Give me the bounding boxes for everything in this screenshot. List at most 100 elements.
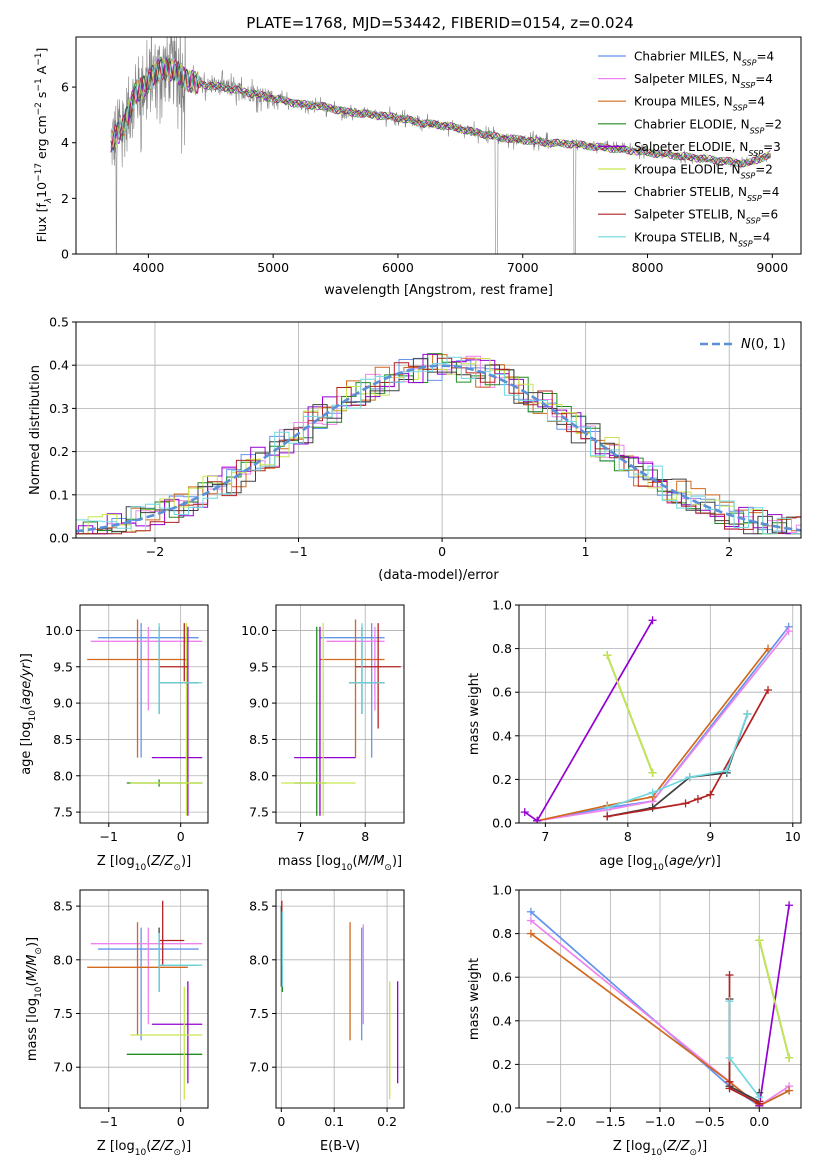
y-tick-label: 7.5 (53, 805, 73, 820)
y-tick-label: 0.4 (492, 728, 512, 743)
x-tick-label: −1 (100, 829, 118, 844)
y-tick-label: 0.0 (492, 1101, 512, 1116)
weight-marker-kroupa_miles (764, 644, 773, 653)
model-spectrum-chabrier_elodie (110, 56, 771, 167)
y-tick-label: 0.0 (49, 531, 69, 546)
residual-histogram-salpeter_stelib (76, 357, 801, 535)
weight-marker-kroupa_stelib (603, 803, 612, 812)
weight-marker-salpeter_elodie (520, 808, 529, 817)
weight-line-kroupa_elodie (606, 654, 654, 774)
chart-age_vs_mass: 7 8 7.5 8.0 8.5 9.0 9.5 10.0 mass [log10(M/M⊙)] (241, 604, 405, 873)
axes-frame (275, 889, 405, 1109)
y-axis-label: Flux [fλ10−17 erg cm−2 s−1 A−1] (34, 48, 54, 243)
errorbar-salpeter_miles (90, 927, 203, 1025)
weight-marker-chabrier_miles (526, 907, 535, 916)
weight-marker-salpeter_stelib (693, 795, 702, 804)
x-tick-label: 8000 (632, 260, 664, 275)
weight-marker-salpeter_miles (526, 916, 535, 925)
y-tick-label: 0.0 (492, 816, 512, 831)
y-tick-label: 0 (61, 247, 69, 262)
y-tick-label: 0.8 (492, 641, 512, 656)
weight-marker-salpeter_stelib (603, 812, 612, 821)
y-tick-label: 8.5 (53, 899, 73, 914)
weight-marker-salpeter_stelib (725, 1084, 734, 1093)
x-tick-label: −2 (146, 544, 164, 559)
weight-marker-kroupa_elodie (648, 768, 657, 777)
x-tick-label: −1 (100, 1114, 118, 1129)
y-tick-label: 9.5 (249, 659, 269, 674)
chart-mass_vs_ebv: 0 0.1 0.2 7.0 7.5 8.0 8.5 E(B-V) (249, 889, 405, 1154)
weight-marker-salpeter_miles (784, 627, 793, 636)
x-tick-label: 8 (624, 829, 632, 844)
legend-label: N(0, 1) (741, 337, 786, 352)
x-axis-label: (data-model)/error (378, 568, 499, 583)
legend-label: Kroupa ELODIE, NSSP=2 (634, 163, 773, 181)
y-tick-label: 0.6 (492, 970, 512, 985)
y-tick-label: 8.0 (53, 952, 73, 967)
axes-frame (79, 604, 209, 824)
plot-area (281, 619, 401, 816)
x-tick-label: 9 (706, 829, 714, 844)
x-axis-label: mass [log10(M/M⊙)] (278, 854, 402, 873)
x-tick-label: 0 (438, 544, 446, 559)
weight-line-kroupa_miles (536, 648, 769, 822)
y-tick-label: 8.5 (249, 732, 269, 747)
y-tick-label: 4 (61, 135, 69, 150)
weight-marker-kroupa_miles (785, 1086, 794, 1095)
y-tick-label: 7.0 (53, 1060, 73, 1075)
plot-area (76, 353, 801, 535)
weight-marker-salpeter_stelib (681, 799, 690, 808)
x-tick-label: −1.0 (645, 1114, 675, 1129)
weight-marker-kroupa_elodie (603, 651, 612, 660)
errorbar-chabrier_miles (319, 623, 385, 758)
residual-histogram-kroupa_miles (76, 354, 801, 535)
x-tick-label: 4000 (132, 260, 164, 275)
figure-title: PLATE=1768, MJD=53442, FIBERID=0154, z=0… (246, 14, 633, 32)
x-tick-label: 8 (361, 829, 369, 844)
x-tick-label: 7 (297, 829, 305, 844)
x-tick-label: 0.0 (749, 1114, 769, 1129)
observed-spectrum-line (110, 37, 772, 254)
chart-mass_vs_z: −1 0 7.0 7.5 8.0 8.5 Z [log10(Z/Z⊙)] mass [log1… (25, 889, 209, 1158)
y-tick-label: 0.8 (492, 926, 512, 941)
weight-marker-kroupa_stelib (685, 773, 694, 782)
weight-marker-salpeter_elodie (648, 616, 657, 625)
y-tick-label: 8.5 (53, 732, 73, 747)
y-tick-label: 0.5 (49, 315, 69, 330)
weight-marker-salpeter_elodie (785, 901, 794, 910)
weight-marker-kroupa_stelib (755, 1093, 764, 1102)
model-spectrum-kroupa_stelib (110, 57, 771, 168)
x-axis-label: E(B-V) (320, 1139, 360, 1154)
weight-marker-kroupa_miles (526, 929, 535, 938)
weight-marker-salpeter_stelib (764, 686, 773, 695)
y-tick-label: 8.5 (249, 899, 269, 914)
errorbar-kroupa_miles (87, 922, 188, 1035)
y-axis-label: Normed distribution (28, 365, 43, 495)
legend-label: Kroupa STELIB, NSSP=4 (634, 230, 770, 248)
errorbar-kroupa_miles (319, 619, 385, 758)
y-tick-label: 10.0 (241, 623, 269, 638)
weight-marker-kroupa_elodie (785, 1053, 794, 1062)
spectrum-legend: Chabrier MILES, NSSP=4 Salpeter MILES, NS… (598, 50, 782, 248)
x-axis-label: Z [log10(Z/Z⊙)] (97, 1139, 191, 1158)
weight-line-salpeter_elodie (524, 619, 654, 823)
weight-marker-salpeter_stelib (706, 790, 715, 799)
errorbar-kroupa_elodie (281, 623, 356, 816)
errorbar-kroupa_elodie (130, 986, 203, 1100)
x-tick-label: 2 (725, 544, 733, 559)
weight-marker-kroupa_stelib (725, 1053, 734, 1062)
errorbar-chabrier_elodie (294, 626, 327, 816)
weight-marker-kroupa_elodie (755, 936, 764, 945)
y-tick-label: 7.5 (53, 1006, 73, 1021)
y-tick-label: 8.0 (249, 952, 269, 967)
residual-histogram-chabrier_stelib (76, 358, 801, 535)
plot-area (520, 616, 793, 823)
y-tick-label: 9.5 (53, 659, 73, 674)
plot-area (526, 901, 794, 1108)
weight-line-kroupa_elodie (758, 939, 790, 1059)
weight-line-chabrier_miles (536, 626, 790, 822)
weight-line-salpeter_miles (536, 630, 790, 822)
weight-marker-kroupa_stelib (725, 997, 734, 1006)
residual-histogram-kroupa_stelib (76, 356, 801, 535)
plot-area (280, 900, 399, 1100)
